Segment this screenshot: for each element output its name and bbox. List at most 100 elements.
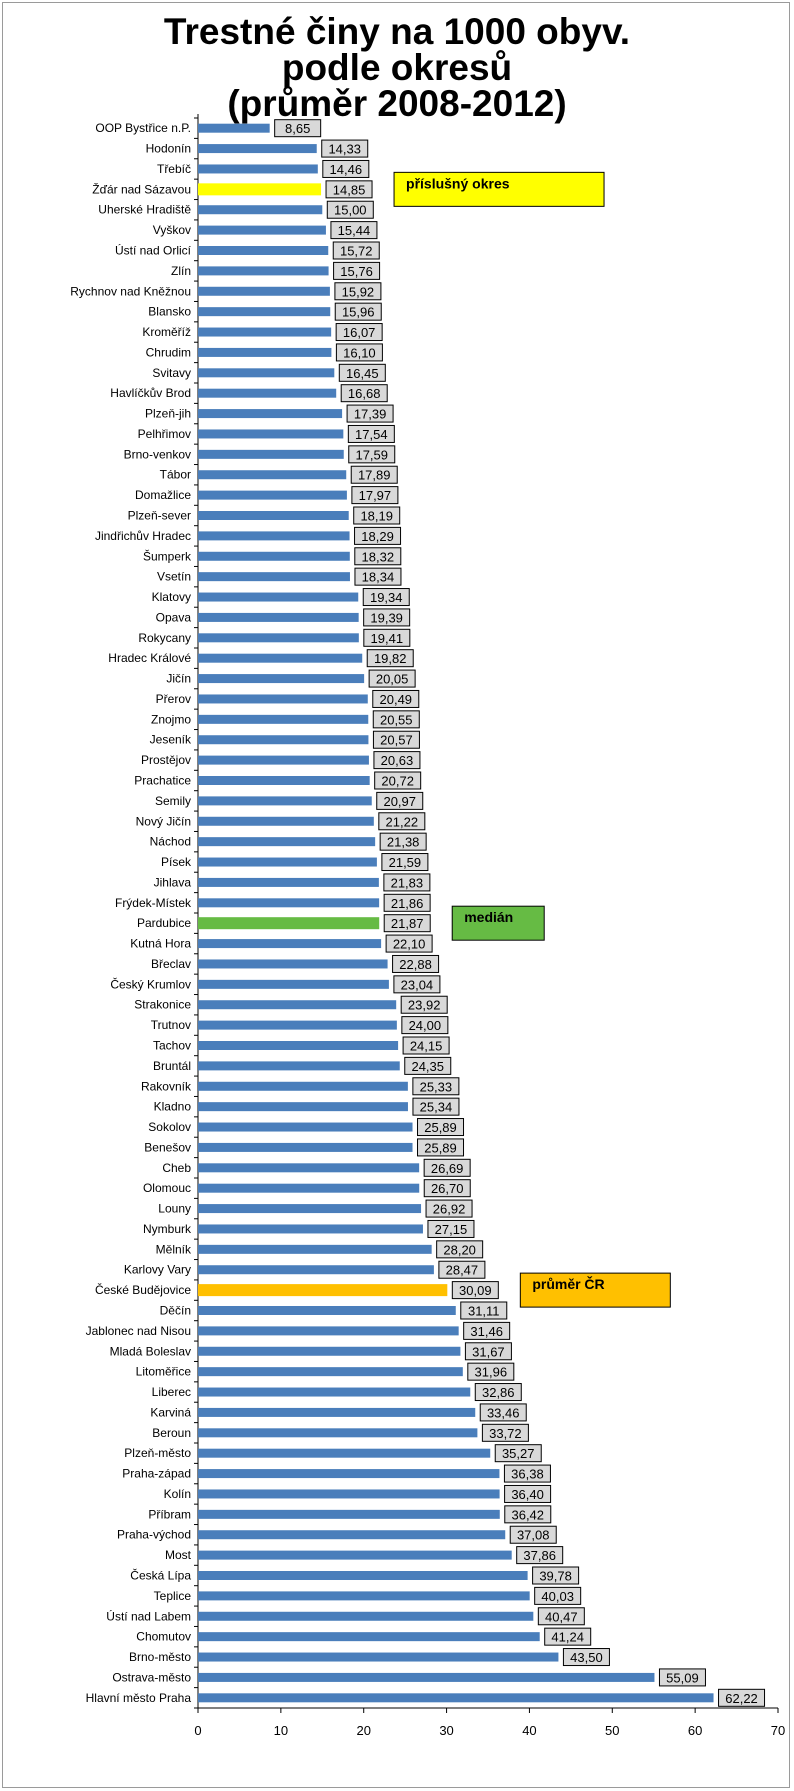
bar (198, 816, 374, 826)
data-label: 16,07 (343, 325, 376, 340)
category-label: Plzeň-sever (128, 509, 191, 523)
category-label: Česká Lípa (130, 1568, 191, 1583)
bar (198, 470, 347, 480)
bar (198, 1142, 413, 1152)
data-label: 17,39 (354, 407, 387, 422)
bar (198, 388, 337, 398)
data-label-box (383, 873, 431, 892)
data-label: 33,72 (489, 1426, 522, 1441)
bar (198, 123, 270, 133)
bar (198, 1611, 534, 1621)
data-label-box (417, 1138, 465, 1157)
data-label: 25,33 (420, 1079, 453, 1094)
category-label: Praha-východ (117, 1528, 191, 1542)
category-label: Blansko (148, 305, 191, 319)
category-label: Kutná Hora (130, 937, 191, 951)
data-label: 15,00 (334, 203, 367, 218)
category-label: Šumperk (143, 548, 192, 563)
category-label: Benešov (144, 1140, 191, 1154)
category-label: Chrudim (146, 345, 191, 359)
category-label: Ústí nad Labem (106, 1608, 191, 1623)
category-label: Nymburk (143, 1222, 192, 1236)
data-label: 20,55 (380, 712, 413, 727)
bar (198, 429, 344, 439)
bar (198, 612, 359, 622)
data-label-box (401, 1016, 449, 1035)
data-label-box (338, 363, 386, 382)
data-label: 15,96 (342, 305, 375, 320)
category-label: Karviná (150, 1405, 191, 1419)
category-label: Most (165, 1548, 192, 1562)
data-label: 22,10 (393, 937, 426, 952)
bar (198, 857, 377, 867)
annotation-box (519, 1272, 671, 1308)
bar (198, 1428, 478, 1438)
category-label: Ústí nad Orlicí (115, 243, 192, 258)
category-label: Prostějov (141, 753, 191, 767)
data-label: 37,86 (523, 1548, 556, 1563)
category-label: Mělník (156, 1242, 192, 1256)
category-label: Kroměříž (142, 325, 191, 339)
data-label: 21,38 (387, 835, 420, 850)
category-label: Brno-město (129, 1650, 191, 1664)
data-label-box (366, 649, 414, 668)
data-label: 31,67 (472, 1344, 505, 1359)
category-label: Klatovy (152, 590, 191, 604)
bar (198, 1591, 530, 1601)
category-label: Třebíč (157, 162, 191, 176)
data-label: 28,47 (446, 1263, 479, 1278)
data-label-box (362, 588, 410, 607)
data-label-box (350, 465, 398, 484)
bar (198, 755, 369, 765)
data-label-box (346, 404, 394, 423)
data-label-box (509, 1525, 557, 1544)
x-tick-label: 50 (605, 1723, 619, 1738)
data-label-box (354, 547, 402, 566)
data-label: 20,05 (376, 672, 409, 687)
category-label: Hradec Králové (108, 651, 191, 665)
bar (198, 1632, 540, 1642)
data-label: 26,69 (431, 1161, 464, 1176)
category-label: Přerov (156, 692, 191, 706)
bar (198, 979, 389, 989)
bar (198, 1571, 528, 1580)
data-label: 16,45 (346, 366, 379, 381)
bar (198, 898, 380, 908)
bar (198, 633, 359, 643)
bar (198, 1183, 420, 1193)
bar (198, 592, 359, 602)
category-label: Nový Jičín (136, 814, 191, 828)
data-label-box (504, 1505, 552, 1524)
data-label-box (385, 934, 433, 953)
data-label: 16,10 (343, 345, 376, 360)
data-label-box (383, 914, 431, 933)
data-label: 15,72 (340, 244, 373, 259)
bar (198, 917, 380, 930)
bar (198, 511, 349, 520)
bar (198, 1509, 500, 1519)
data-label-box (372, 689, 420, 708)
category-label: Semily (155, 794, 191, 808)
bar (198, 1326, 459, 1336)
annotation-label: příslušný okres (406, 175, 510, 191)
data-label-box (347, 424, 395, 443)
category-label: Praha-západ (122, 1467, 191, 1481)
data-label-box (400, 995, 448, 1014)
data-label-box (438, 1260, 486, 1279)
data-label: 15,44 (338, 223, 371, 238)
data-label-box (481, 1423, 529, 1442)
data-label: 25,34 (420, 1100, 453, 1115)
data-label-box (325, 180, 373, 199)
data-label-box (436, 1240, 484, 1259)
data-label: 18,29 (361, 529, 394, 544)
data-label: 20,57 (380, 733, 413, 748)
data-label: 40,03 (541, 1589, 574, 1604)
data-label-box (718, 1688, 766, 1707)
category-label: Pardubice (137, 916, 191, 930)
data-label-box (417, 1118, 465, 1137)
data-label-box (378, 812, 426, 831)
category-label: Louny (158, 1202, 191, 1216)
category-label: Vyškov (153, 223, 191, 237)
bar (198, 1407, 476, 1417)
data-label-box (412, 1097, 460, 1116)
